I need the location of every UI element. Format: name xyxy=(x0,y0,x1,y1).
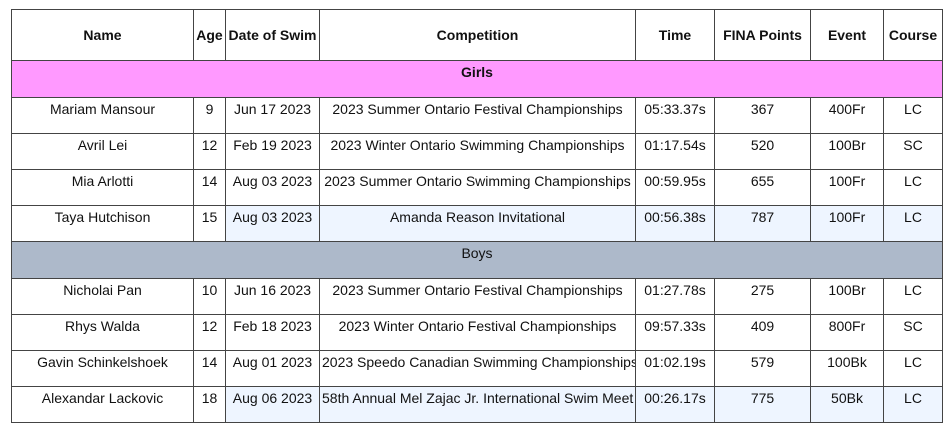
cell-competition: 2023 Summer Ontario Festival Championshi… xyxy=(319,97,636,134)
header-age: Age xyxy=(193,9,226,61)
cell-time: 00:26.17s xyxy=(635,386,715,423)
cell-points: 367 xyxy=(714,97,811,134)
cell-name: Taya Hutchison xyxy=(11,205,194,242)
header-name: Name xyxy=(11,9,194,61)
cell-date: Feb 19 2023 xyxy=(225,133,320,170)
table-row: Mariam Mansour 9 Jun 17 2023 2023 Summer On… xyxy=(11,97,943,134)
cell-name: Alexandar Lackovic xyxy=(11,386,194,423)
cell-points: 655 xyxy=(714,169,811,206)
cell-date: Feb 18 2023 xyxy=(225,314,320,351)
cell-age: 14 xyxy=(193,169,226,206)
cell-event: 100Br xyxy=(810,278,884,315)
table-row: Mia Arlotti 14 Aug 03 2023 2023 Summer Onta… xyxy=(11,169,943,206)
cell-date: Aug 03 2023 xyxy=(225,169,320,206)
cell-competition: 2023 Winter Ontario Swimming Championshi… xyxy=(319,133,636,170)
cell-time: 00:56.38s xyxy=(635,205,715,242)
header-row: Name Age Date of Swim Competition Time F… xyxy=(11,9,943,61)
cell-age: 9 xyxy=(193,97,226,134)
cell-competition: Amanda Reason Invitational xyxy=(319,205,636,242)
cell-date: Jun 16 2023 xyxy=(225,278,320,315)
cell-competition: 2023 Winter Ontario Festival Championshi… xyxy=(319,314,636,351)
cell-time: 05:33.37s xyxy=(635,97,715,134)
cell-age: 14 xyxy=(193,350,226,387)
records-table: Name Age Date of Swim Competition Time F… xyxy=(11,9,943,423)
cell-date: Aug 01 2023 xyxy=(225,350,320,387)
cell-event: 100Bk xyxy=(810,350,884,387)
boys-section-row: Boys xyxy=(11,241,943,279)
cell-course: LC xyxy=(883,169,943,206)
header-event: Event xyxy=(810,9,884,61)
cell-course: LC xyxy=(883,278,943,315)
cell-time: 09:57.33s xyxy=(635,314,715,351)
cell-event: 800Fr xyxy=(810,314,884,351)
cell-age: 15 xyxy=(193,205,226,242)
table-row: Taya Hutchison 15 Aug 03 2023 Amanda Reason… xyxy=(11,205,943,242)
cell-event: 100Br xyxy=(810,133,884,170)
cell-competition: 2023 Summer Ontario Swimming Championshi… xyxy=(319,169,636,206)
cell-name: Avril Lei xyxy=(11,133,194,170)
cell-date: Jun 17 2023 xyxy=(225,97,320,134)
table-row: Alexandar Lackovic 18 Aug 06 2023 58th Annu… xyxy=(11,386,943,423)
cell-name: Nicholai Pan xyxy=(11,278,194,315)
cell-event: 400Fr xyxy=(810,97,884,134)
cell-course: LC xyxy=(883,350,943,387)
cell-time: 01:02.19s xyxy=(635,350,715,387)
cell-points: 520 xyxy=(714,133,811,170)
cell-course: LC xyxy=(883,386,943,423)
cell-competition: 2023 Speedo Canadian Swimming Championsh… xyxy=(319,350,636,387)
cell-course: LC xyxy=(883,97,943,134)
header-date: Date of Swim xyxy=(225,9,320,61)
header-time: Time xyxy=(635,9,715,61)
cell-course: SC xyxy=(883,133,943,170)
boys-section-label: Boys xyxy=(11,241,943,279)
cell-name: Mariam Mansour xyxy=(11,97,194,134)
cell-event: 50Bk xyxy=(810,386,884,423)
table-row: Rhys Walda 12 Feb 18 2023 2023 Winter Ontar… xyxy=(11,314,943,351)
header-course: Course xyxy=(883,9,943,61)
cell-competition: 2023 Summer Ontario Festival Championshi… xyxy=(319,278,636,315)
cell-points: 275 xyxy=(714,278,811,315)
cell-name: Mia Arlotti xyxy=(11,169,194,206)
table-row: Avril Lei 12 Feb 19 2023 2023 Winter Ontari… xyxy=(11,133,943,170)
cell-date: Aug 06 2023 xyxy=(225,386,320,423)
cell-age: 10 xyxy=(193,278,226,315)
cell-age: 12 xyxy=(193,133,226,170)
cell-event: 100Fr xyxy=(810,169,884,206)
cell-name: Gavin Schinkelshoek xyxy=(11,350,194,387)
cell-course: LC xyxy=(883,205,943,242)
cell-points: 787 xyxy=(714,205,811,242)
table-row: Gavin Schinkelshoek 14 Aug 01 2023 2023 Spe… xyxy=(11,350,943,387)
cell-points: 775 xyxy=(714,386,811,423)
cell-competition: 58th Annual Mel Zajac Jr. International … xyxy=(319,386,636,423)
cell-course: SC xyxy=(883,314,943,351)
cell-time: 00:59.95s xyxy=(635,169,715,206)
cell-date: Aug 03 2023 xyxy=(225,205,320,242)
cell-age: 18 xyxy=(193,386,226,423)
girls-section-label: Girls xyxy=(11,60,943,98)
header-points: FINA Points xyxy=(714,9,811,61)
cell-time: 01:27.78s xyxy=(635,278,715,315)
girls-section-row: Girls xyxy=(11,60,943,98)
cell-name: Rhys Walda xyxy=(11,314,194,351)
cell-points: 409 xyxy=(714,314,811,351)
cell-points: 579 xyxy=(714,350,811,387)
cell-event: 100Fr xyxy=(810,205,884,242)
header-competition: Competition xyxy=(319,9,636,61)
cell-time: 01:17.54s xyxy=(635,133,715,170)
table-row: Nicholai Pan 10 Jun 16 2023 2023 Summer Ont… xyxy=(11,278,943,315)
cell-age: 12 xyxy=(193,314,226,351)
